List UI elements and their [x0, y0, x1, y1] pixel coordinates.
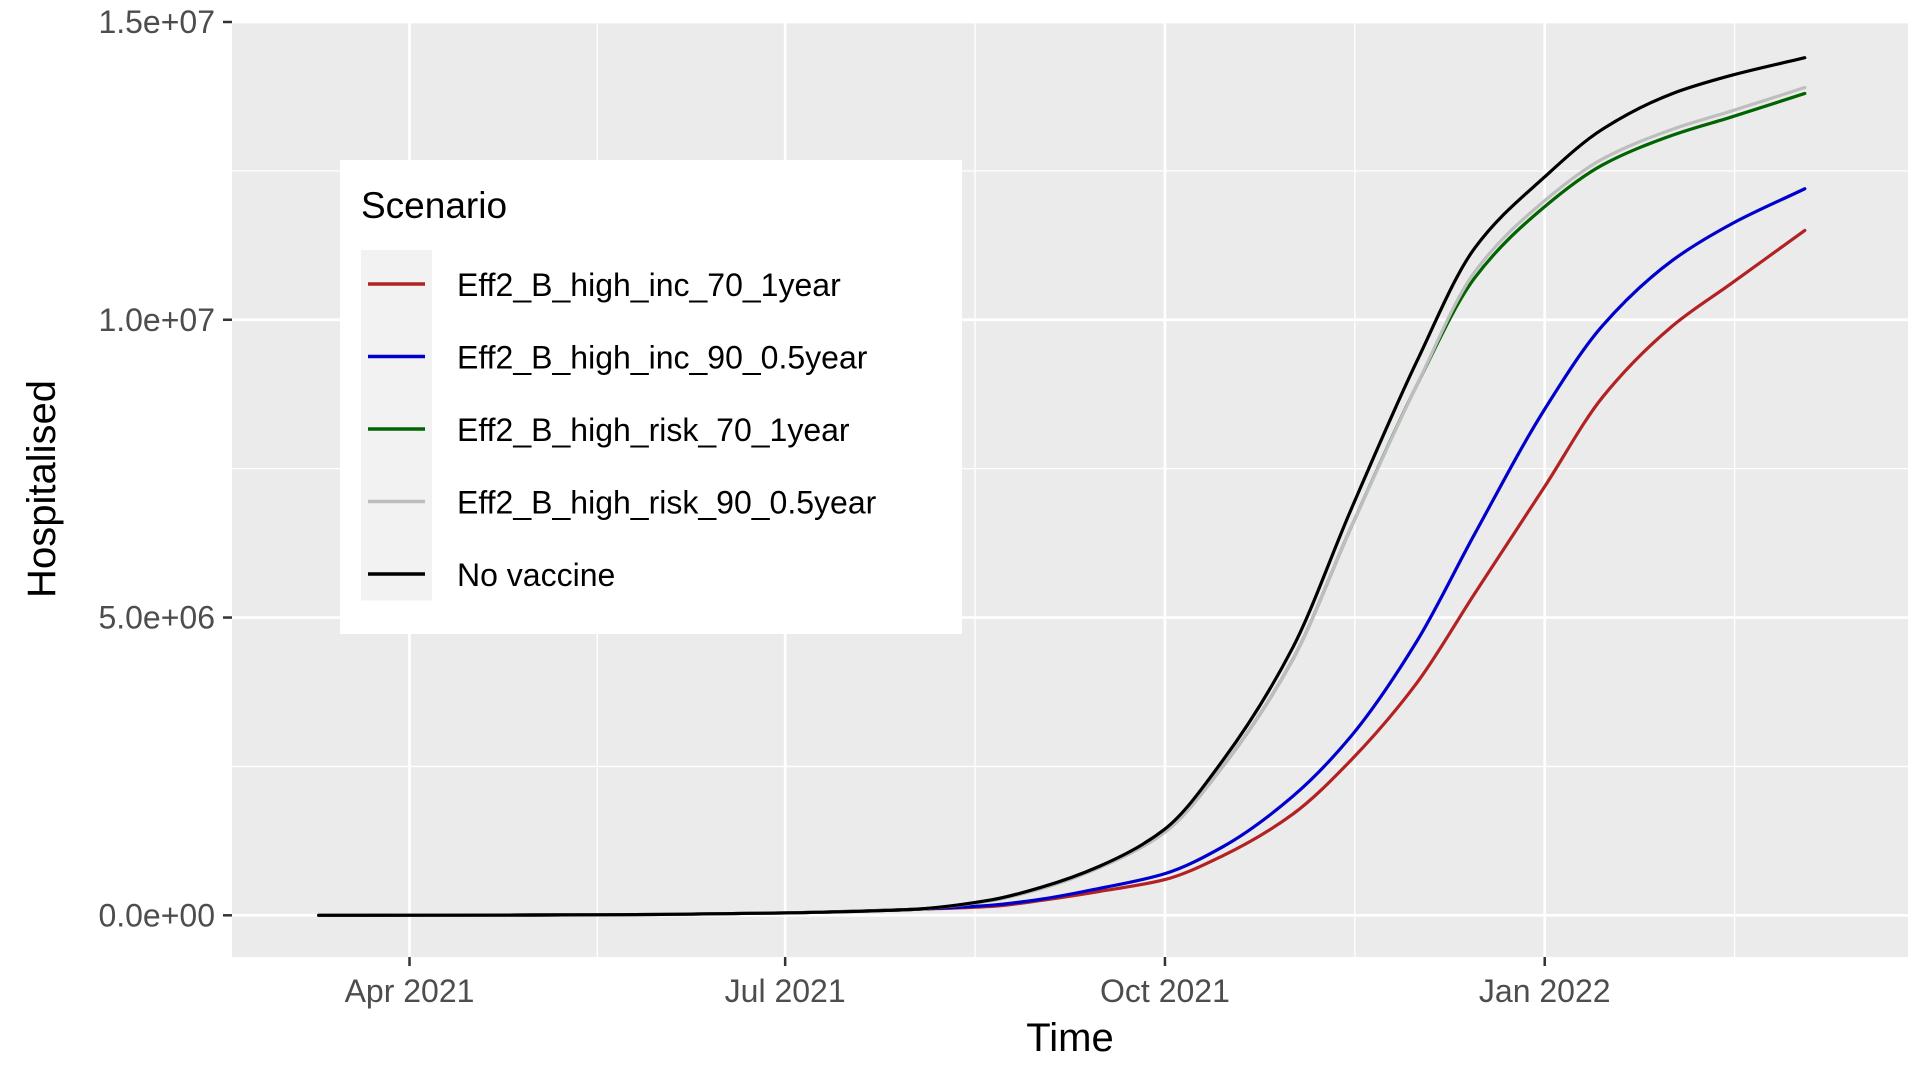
series-layer: [317, 56, 1807, 917]
legend-items: Eff2_B_high_inc_70_1year Eff2_B_high_inc_…: [361, 250, 877, 601]
x-tick-label: Jan 2022: [1479, 973, 1611, 1009]
x-tick-label: Apr 2021: [345, 973, 475, 1009]
x-tick-label: Jul 2021: [725, 973, 846, 1009]
y-tick-label: 0.0e+00: [98, 897, 215, 933]
y-tick-label: 5.0e+06: [98, 600, 215, 636]
legend-label-4: Eff2_B_high_risk_90_0.5year: [457, 485, 877, 521]
legend-label-1: Eff2_B_high_inc_70_1year: [457, 267, 841, 303]
legend-key-background: [361, 250, 432, 601]
legend-label-3: Eff2_B_high_risk_70_1year: [457, 412, 850, 448]
y-tick-label: 1.0e+07: [98, 302, 215, 338]
legend-background: [340, 160, 962, 634]
legend: Scenario Eff2_B_high_inc_70_1yearEff2_B_…: [340, 160, 962, 634]
legend-title: Scenario: [361, 185, 507, 226]
legend-label-2: Eff2_B_high_inc_90_0.5year: [457, 340, 868, 376]
series-line-5: [317, 56, 1807, 917]
x-tick-label: Oct 2021: [1100, 973, 1230, 1009]
y-tick-label: 1.5e+07: [98, 4, 215, 40]
y-axis-title: Hospitalised: [20, 380, 64, 598]
x-axis-title: Time: [1026, 1016, 1113, 1060]
legend-label-5: No vaccine: [457, 557, 615, 593]
axes: Apr 2021 Jul 2021 Oct 2021 Jan 2022 0.0e+00 5…: [98, 4, 1610, 1009]
